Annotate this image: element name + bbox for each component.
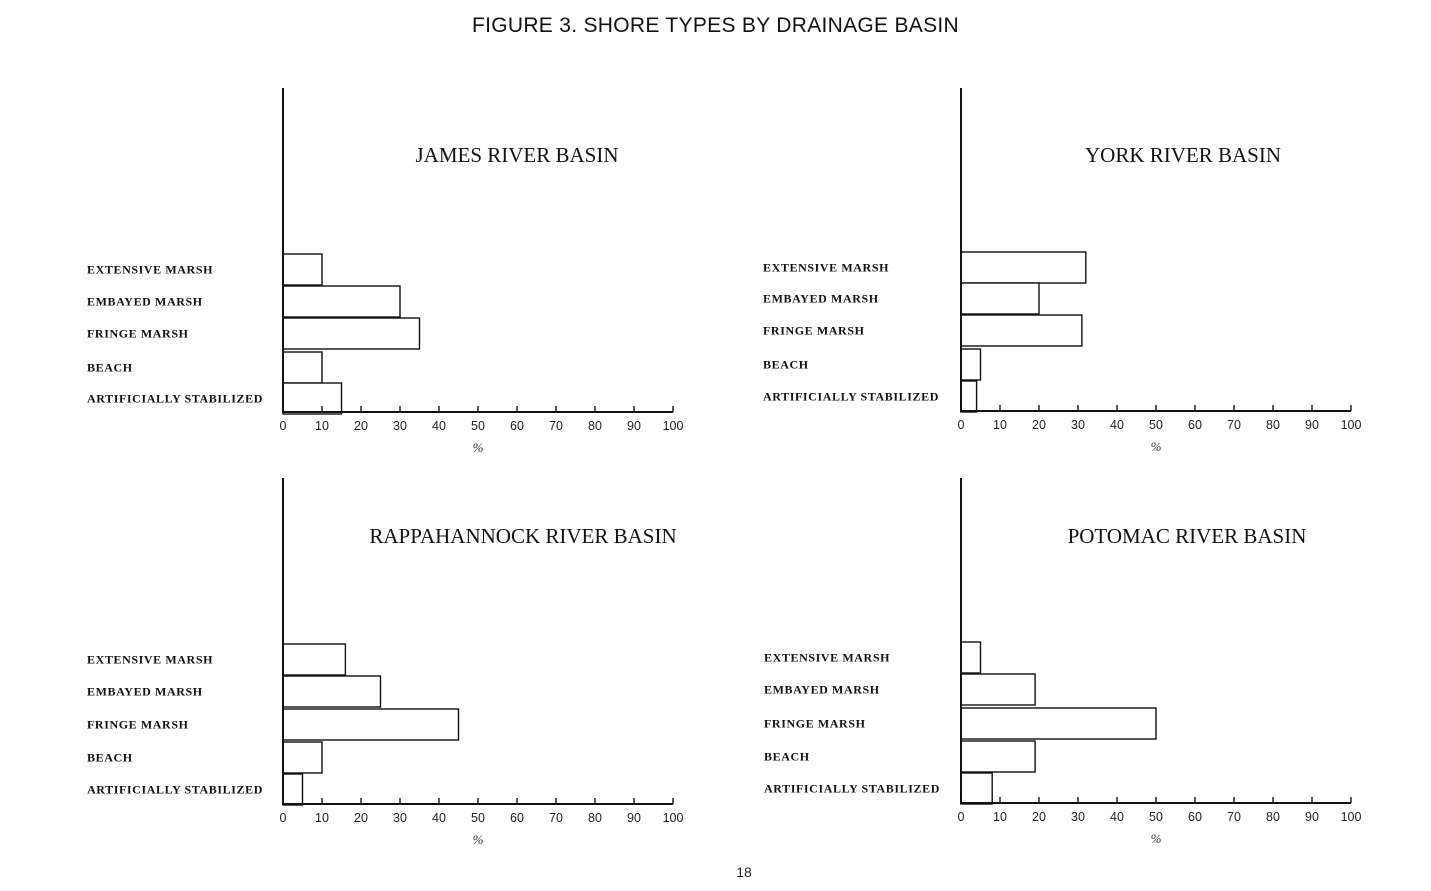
x-tick-label: 10: [315, 811, 329, 825]
bar-embayed-marsh: [282, 285, 401, 318]
bar-beach: [282, 741, 323, 774]
bar-fringe-marsh: [282, 317, 421, 350]
chart-title: YORK RIVER BASIN: [1085, 143, 1281, 167]
x-tick-label: 30: [393, 419, 407, 433]
x-tick-label: 90: [1305, 810, 1319, 824]
bar-fringe-marsh: [960, 707, 1157, 740]
category-label: ARTIFICIALLY STABILIZED: [87, 783, 263, 797]
x-tick-label: 0: [958, 418, 965, 432]
category-label: EMBAYED MARSH: [87, 685, 203, 699]
x-tick-label: 10: [993, 418, 1007, 432]
x-tick-label: 10: [315, 419, 329, 433]
x-tick-label: 80: [588, 419, 602, 433]
bar-embayed-marsh: [960, 282, 1040, 315]
x-tick-label: 40: [432, 811, 446, 825]
chart-title: JAMES RIVER BASIN: [415, 143, 618, 167]
x-tick-label: 0: [280, 811, 287, 825]
bar-beach: [282, 351, 323, 384]
x-tick-label: 80: [588, 811, 602, 825]
bar-artificially-stabilized: [960, 772, 993, 805]
x-tick-label: 20: [354, 419, 368, 433]
category-label: FRINGE MARSH: [764, 717, 866, 731]
x-tick-label: 70: [1227, 418, 1241, 432]
x-tick-label: 100: [1341, 418, 1362, 432]
bar-extensive-marsh: [282, 643, 347, 676]
category-label: ARTIFICIALLY STABILIZED: [764, 782, 940, 796]
category-label: ARTIFICIALLY STABILIZED: [87, 392, 263, 406]
category-label: EMBAYED MARSH: [764, 683, 880, 697]
chart-title: POTOMAC RIVER BASIN: [1068, 524, 1307, 548]
chart-axes: [282, 88, 673, 413]
figure-title: FIGURE 3. SHORE TYPES BY DRAINAGE BASIN: [471, 14, 960, 37]
x-tick-label: 90: [627, 811, 641, 825]
category-label: BEACH: [764, 750, 810, 764]
bar-fringe-marsh: [960, 314, 1083, 347]
x-tick-label: 80: [1266, 418, 1280, 432]
x-tick-label: 50: [1149, 810, 1163, 824]
x-tick-label: 70: [549, 811, 563, 825]
category-label: EXTENSIVE MARSH: [764, 651, 890, 665]
category-label: EMBAYED MARSH: [763, 292, 879, 306]
x-tick-label: 30: [1071, 810, 1085, 824]
category-label: EXTENSIVE MARSH: [763, 261, 889, 275]
x-tick-label: 50: [1149, 418, 1163, 432]
category-label: FRINGE MARSH: [87, 718, 189, 732]
category-label: FRINGE MARSH: [87, 327, 189, 341]
bar-extensive-marsh: [960, 641, 982, 674]
x-tick-label: 60: [510, 419, 524, 433]
x-tick-label: 60: [510, 811, 524, 825]
x-axis-label: %: [1151, 439, 1162, 454]
bar-fringe-marsh: [282, 708, 460, 741]
bar-artificially-stabilized: [282, 773, 304, 806]
category-label: EXTENSIVE MARSH: [87, 653, 213, 667]
x-tick-label: 90: [627, 419, 641, 433]
x-tick-label: 70: [1227, 810, 1241, 824]
category-label: BEACH: [87, 361, 133, 375]
bar-embayed-marsh: [282, 675, 382, 708]
category-label: EMBAYED MARSH: [87, 295, 203, 309]
category-label: EXTENSIVE MARSH: [87, 263, 213, 277]
x-tick-label: 70: [549, 419, 563, 433]
category-label: BEACH: [763, 358, 809, 372]
x-tick-label: 10: [993, 810, 1007, 824]
x-tick-label: 0: [280, 419, 287, 433]
bar-artificially-stabilized: [960, 380, 978, 413]
page-number: 18: [736, 864, 752, 880]
x-tick-label: 80: [1266, 810, 1280, 824]
bar-beach: [960, 740, 1036, 773]
x-tick-label: 30: [1071, 418, 1085, 432]
x-tick-label: 50: [471, 419, 485, 433]
category-label: BEACH: [87, 751, 133, 765]
bar-extensive-marsh: [960, 251, 1087, 284]
category-label: FRINGE MARSH: [763, 324, 865, 338]
x-tick-label: 20: [1032, 418, 1046, 432]
x-tick-label: 60: [1188, 810, 1202, 824]
x-tick-label: 40: [1110, 810, 1124, 824]
x-axis-label: %: [1151, 831, 1162, 846]
bar-beach: [960, 348, 982, 381]
bar-extensive-marsh: [282, 253, 323, 286]
x-tick-label: 30: [393, 811, 407, 825]
x-tick-label: 50: [471, 811, 485, 825]
x-axis-label: %: [473, 832, 484, 847]
category-label: ARTIFICIALLY STABILIZED: [763, 390, 939, 404]
x-tick-label: 20: [354, 811, 368, 825]
bar-embayed-marsh: [960, 673, 1036, 706]
x-tick-label: 60: [1188, 418, 1202, 432]
x-tick-label: 100: [1341, 810, 1362, 824]
x-tick-label: 100: [663, 811, 684, 825]
x-tick-label: 20: [1032, 810, 1046, 824]
x-tick-label: 90: [1305, 418, 1319, 432]
chart-axes: [960, 88, 1351, 412]
x-tick-label: 40: [1110, 418, 1124, 432]
x-axis-label: %: [473, 440, 484, 455]
x-tick-label: 40: [432, 419, 446, 433]
x-tick-label: 100: [663, 419, 684, 433]
bar-artificially-stabilized: [282, 382, 343, 415]
x-tick-label: 0: [958, 810, 965, 824]
chart-title: RAPPAHANNOCK RIVER BASIN: [369, 524, 676, 548]
